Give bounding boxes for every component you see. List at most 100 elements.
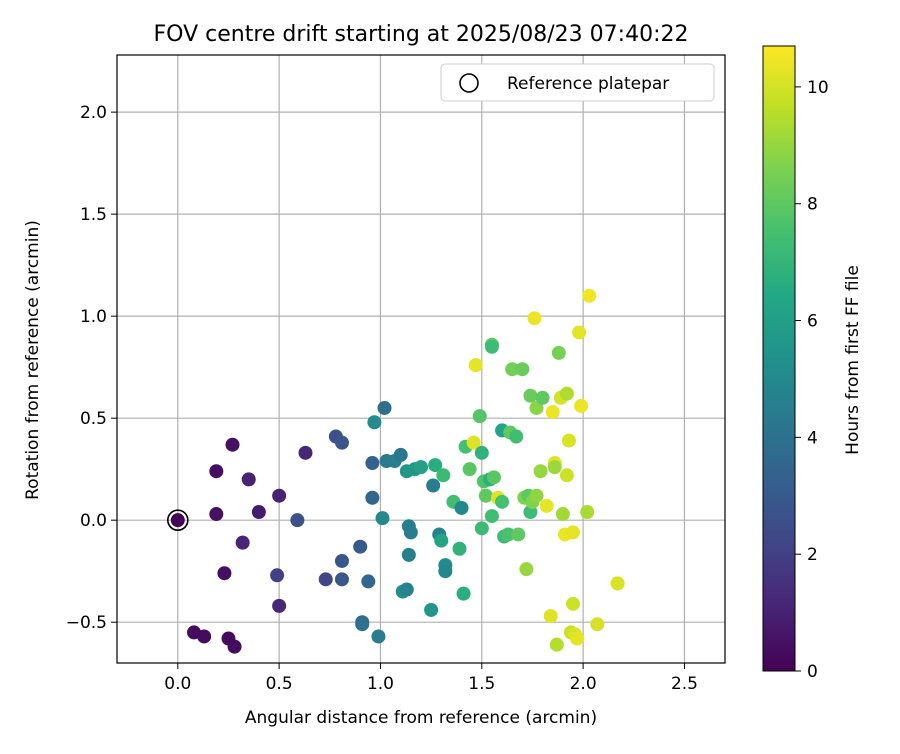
data-point xyxy=(318,572,333,587)
y-tick-label: 1.5 xyxy=(80,205,107,225)
y-axis-ticks: −0.5 0.0 0.5 1.0 1.5 2.0 xyxy=(66,103,117,633)
data-point xyxy=(570,631,585,646)
data-point xyxy=(474,521,489,536)
x-tick-label: 1.0 xyxy=(367,674,394,694)
colorbar-gradient xyxy=(762,45,796,672)
data-point xyxy=(566,596,580,611)
data-point xyxy=(529,400,544,415)
data-point xyxy=(371,629,386,644)
data-point xyxy=(580,505,595,520)
data-point xyxy=(436,468,451,483)
data-point xyxy=(334,553,349,568)
data-point xyxy=(414,460,428,475)
data-point xyxy=(501,527,516,542)
data-point xyxy=(426,478,441,493)
data-point xyxy=(559,468,574,483)
data-point xyxy=(495,494,510,509)
data-point xyxy=(533,464,548,479)
data-point xyxy=(484,509,499,524)
colorbar: 0 2 4 6 8 10 Hours from first FF file xyxy=(762,45,863,682)
y-tick-label: 2.0 xyxy=(80,103,107,123)
data-point xyxy=(355,617,370,632)
data-point xyxy=(272,598,287,613)
data-point xyxy=(270,568,285,583)
data-point xyxy=(523,388,538,403)
data-point xyxy=(298,445,313,460)
data-point xyxy=(334,572,349,587)
data-point xyxy=(539,498,554,513)
data-point xyxy=(209,464,224,479)
data-point xyxy=(486,470,501,485)
data-point xyxy=(438,564,453,579)
data-point xyxy=(365,490,380,505)
data-point xyxy=(527,311,542,326)
data-point xyxy=(582,288,597,303)
x-tick-label: 0.0 xyxy=(164,674,191,694)
plot-area xyxy=(117,55,725,663)
data-point xyxy=(361,574,376,589)
data-point xyxy=(170,513,185,528)
data-point xyxy=(484,339,499,354)
legend-reference-icon xyxy=(459,73,479,93)
data-point xyxy=(468,358,483,373)
colorbar-tick-label: 2 xyxy=(807,545,818,565)
y-axis-label: Rotation from reference (arcmin) xyxy=(23,220,43,500)
data-point xyxy=(375,511,390,526)
x-tick-label: 0.5 xyxy=(266,674,293,694)
data-point xyxy=(235,535,250,550)
data-point xyxy=(251,505,266,520)
data-point xyxy=(241,472,256,487)
data-point xyxy=(610,576,625,591)
y-tick-label: 0.5 xyxy=(80,409,107,429)
data-point xyxy=(452,541,467,556)
data-point xyxy=(559,386,574,401)
colorbar-ticks: 0 2 4 6 8 10 xyxy=(795,78,829,682)
colorbar-tick-label: 4 xyxy=(807,428,818,448)
data-point xyxy=(290,513,305,528)
data-point xyxy=(209,507,224,522)
data-point xyxy=(509,429,524,444)
data-point xyxy=(551,345,566,360)
data-point xyxy=(511,527,526,542)
data-points xyxy=(170,288,625,654)
data-point xyxy=(547,460,562,475)
data-point xyxy=(227,639,242,654)
data-point xyxy=(505,362,520,377)
data-point xyxy=(472,409,487,424)
data-point xyxy=(466,435,481,450)
data-point xyxy=(197,629,212,644)
data-point xyxy=(543,609,558,624)
data-point xyxy=(334,435,349,450)
data-point xyxy=(535,390,550,405)
legend: Reference platepar xyxy=(440,63,715,102)
y-tick-label: 1.0 xyxy=(80,307,107,327)
data-point xyxy=(393,447,408,462)
data-point xyxy=(399,582,414,597)
data-point xyxy=(561,433,576,448)
plot-border xyxy=(116,54,726,664)
colorbar-tick-label: 8 xyxy=(807,195,818,215)
colorbar-tick-label: 0 xyxy=(807,662,818,682)
legend-entry-reference: Reference platepar xyxy=(507,74,669,94)
data-point xyxy=(428,458,443,473)
data-point xyxy=(424,602,439,617)
data-point xyxy=(474,445,489,460)
data-point xyxy=(225,437,240,452)
colorbar-tick-label: 6 xyxy=(807,312,818,332)
data-point xyxy=(377,400,392,415)
x-tick-label: 2.0 xyxy=(570,674,597,694)
x-axis-label: Angular distance from reference (arcmin) xyxy=(245,708,597,728)
data-point xyxy=(478,488,493,503)
chart-title: FOV centre drift starting at 2025/08/23 … xyxy=(154,22,689,47)
data-point xyxy=(519,562,534,577)
data-point xyxy=(401,547,416,562)
data-point xyxy=(365,456,380,471)
y-tick-label: 0.0 xyxy=(80,511,107,531)
data-point xyxy=(353,539,368,554)
reference-marker xyxy=(167,509,189,531)
data-point xyxy=(434,533,449,548)
data-point xyxy=(555,507,570,522)
data-point xyxy=(572,325,587,340)
